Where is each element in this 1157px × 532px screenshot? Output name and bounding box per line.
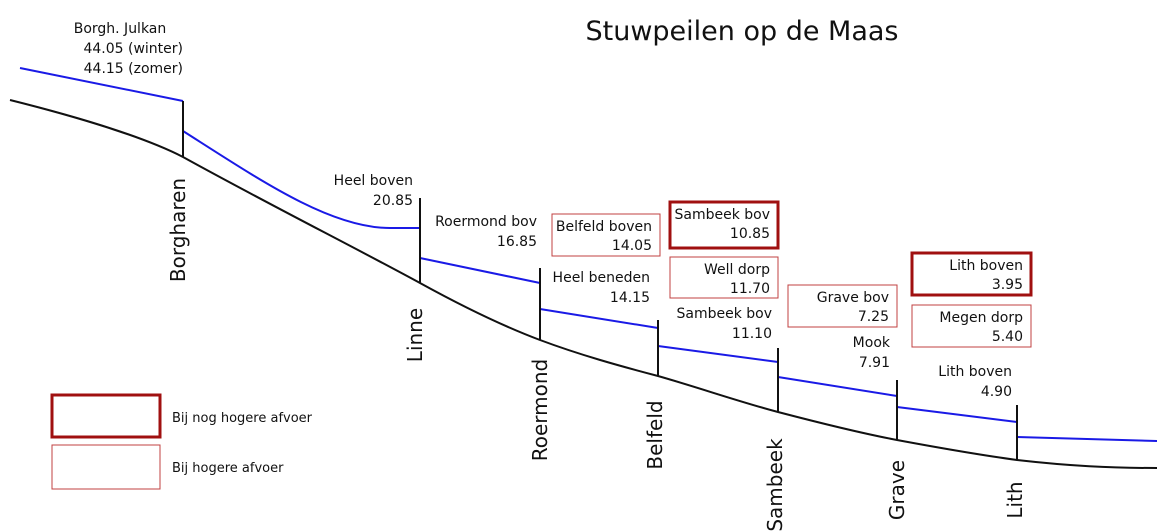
level-box (910, 251, 1033, 297)
legend-swatch (51, 444, 161, 490)
box-label: Lith boven (949, 258, 1023, 274)
level-label: Sambeek bov (676, 306, 772, 322)
level-box (551, 213, 661, 257)
level-box (787, 284, 898, 328)
level-label: 44.15 (zomer) (84, 61, 183, 77)
level-label: Heel beneden (553, 270, 650, 286)
weir-name: Grave (885, 460, 909, 520)
weir-name: Linne (403, 308, 427, 362)
level-label: Mook (853, 335, 891, 351)
level-label: 14.15 (610, 290, 650, 306)
box-label: 5.40 (992, 329, 1023, 345)
level-box (911, 304, 1032, 348)
legend-label: Bij nog hogere afvoer (172, 411, 313, 426)
box-label: 11.70 (730, 281, 770, 297)
box-label: Megen dorp (939, 310, 1023, 326)
weir-name: Sambeek (763, 438, 787, 532)
level-label: Lith boven (938, 364, 1012, 380)
water-levels (19, 67, 1157, 442)
box-label: Grave bov (817, 290, 889, 306)
level-box (669, 256, 779, 299)
level-label: 11.10 (732, 326, 772, 342)
level-box (668, 200, 780, 250)
box-label: Sambeek bov (674, 207, 770, 223)
legend-swatch (50, 393, 162, 439)
level-label: 16.85 (497, 234, 537, 250)
box-label: Well dorp (704, 262, 770, 278)
box-label: 7.25 (858, 309, 889, 325)
box-label: 10.85 (730, 226, 770, 242)
level-label: Borgh. Julkan (74, 21, 167, 37)
weir-name: Belfeld (643, 400, 667, 469)
level-label: Roermond bov (435, 214, 537, 230)
level-label: 7.91 (859, 355, 890, 371)
box-label: 3.95 (992, 277, 1023, 293)
level-label: 44.05 (winter) (83, 41, 183, 57)
weir-lines (182, 101, 1018, 460)
weir-name: Lith (1003, 481, 1027, 518)
legend-label: Bij hogere afvoer (172, 461, 284, 476)
level-label: Heel boven (334, 173, 413, 189)
level-label: 4.90 (981, 384, 1012, 400)
box-label: 14.05 (612, 238, 652, 254)
weir-name: Borgharen (166, 178, 190, 282)
riverbed (9, 99, 1157, 469)
weir-name: Roermond (528, 359, 552, 462)
level-label: 20.85 (373, 193, 413, 209)
box-label: Belfeld boven (556, 219, 652, 235)
title: Stuwpeilen op de Maas (585, 16, 898, 47)
